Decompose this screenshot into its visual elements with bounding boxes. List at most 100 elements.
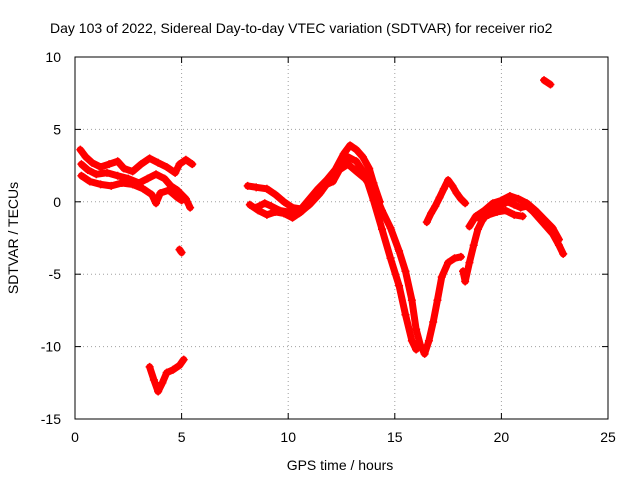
data-point <box>139 184 148 193</box>
data-point <box>422 218 431 227</box>
y-tick-label: 5 <box>53 121 61 137</box>
data-point <box>514 194 523 203</box>
data-point <box>412 345 421 354</box>
data-point <box>395 281 404 290</box>
data-point <box>360 170 369 179</box>
data-point <box>160 174 169 183</box>
x-tick-label: 20 <box>494 429 510 445</box>
data-point <box>452 189 461 198</box>
data-point <box>531 206 540 215</box>
data-point <box>516 203 525 212</box>
data-point <box>177 248 186 257</box>
data-point <box>149 375 158 384</box>
data-point <box>113 171 122 180</box>
grid <box>75 57 608 419</box>
data-point <box>128 180 137 189</box>
y-tick-label: -10 <box>41 339 61 355</box>
data-point <box>107 181 116 190</box>
data-point <box>433 296 442 305</box>
data-point <box>260 199 269 208</box>
data-point <box>424 336 433 345</box>
data-point <box>128 167 137 176</box>
data-point <box>171 168 180 177</box>
data-point <box>437 273 446 282</box>
data-point <box>346 141 355 150</box>
data-point <box>156 189 165 198</box>
data-point <box>279 197 288 206</box>
tick-labels: 0 5 10 15 20 25 -15 -10 -5 0 5 10 <box>41 49 616 445</box>
data-point <box>262 184 271 193</box>
data-point <box>461 199 470 208</box>
data-point <box>465 258 474 267</box>
x-tick-label: 25 <box>600 429 616 445</box>
chart-title: Day 103 of 2022, Sidereal Day-to-day VTE… <box>50 20 553 36</box>
data-point <box>316 189 325 198</box>
data-point <box>145 362 154 371</box>
data-point <box>162 368 171 377</box>
data-point <box>164 186 173 195</box>
data-point <box>493 207 502 216</box>
series-isolated-late <box>540 76 555 89</box>
y-tick-label: 10 <box>45 49 61 65</box>
data-point <box>188 160 197 169</box>
data-point <box>497 196 506 205</box>
data-point <box>407 336 416 345</box>
data-point <box>473 225 482 234</box>
x-tick-label: 15 <box>387 429 403 445</box>
data-point <box>92 170 101 179</box>
x-tick-label: 5 <box>178 429 186 445</box>
data-point <box>518 212 527 221</box>
data-point <box>554 235 563 244</box>
x-tick-label: 0 <box>71 429 79 445</box>
data-point <box>77 160 86 169</box>
data-point <box>559 249 568 258</box>
data-point <box>484 210 493 219</box>
data-point <box>88 158 97 167</box>
data-point <box>395 247 404 256</box>
data-point <box>501 206 510 215</box>
series-track-early-lower <box>77 171 186 208</box>
y-axis-label: SDTVAR / TECUs <box>5 182 21 294</box>
data-point <box>386 223 395 232</box>
series-trace <box>252 153 420 353</box>
data-point <box>152 170 161 179</box>
y-tick-label: -5 <box>49 266 62 282</box>
data-point <box>427 209 436 218</box>
data-point <box>96 180 105 189</box>
series-trace <box>423 176 469 226</box>
axis-ticks <box>74 56 609 420</box>
data-point <box>352 157 361 166</box>
data-point <box>120 164 129 173</box>
data-point <box>326 174 335 183</box>
data-point <box>96 163 105 172</box>
series-trace <box>246 160 465 358</box>
data-point <box>465 222 474 231</box>
series-track-early-upper <box>76 145 197 177</box>
data-point <box>448 181 457 190</box>
data-point <box>459 267 468 276</box>
series-track-late-hump <box>422 176 470 227</box>
data-point <box>429 317 438 326</box>
data-point <box>83 165 92 174</box>
data-point <box>476 215 485 224</box>
data-point <box>444 258 453 267</box>
data-point <box>401 267 410 276</box>
data-point <box>262 210 271 219</box>
data-point <box>271 190 280 199</box>
series-track-mid-lower <box>245 160 465 358</box>
data-point <box>77 171 86 180</box>
data-point <box>456 194 465 203</box>
data-point <box>505 192 514 201</box>
data-point <box>275 206 284 215</box>
y-tick-label: 0 <box>53 194 61 210</box>
x-axis-label: GPS time / hours <box>287 457 394 473</box>
data-point <box>267 202 276 211</box>
data-point <box>431 202 440 211</box>
data-point <box>456 252 465 261</box>
data-point <box>522 199 531 208</box>
data-point <box>401 310 410 319</box>
data-point <box>546 80 555 89</box>
data-point <box>81 152 90 161</box>
data-series <box>76 76 568 396</box>
